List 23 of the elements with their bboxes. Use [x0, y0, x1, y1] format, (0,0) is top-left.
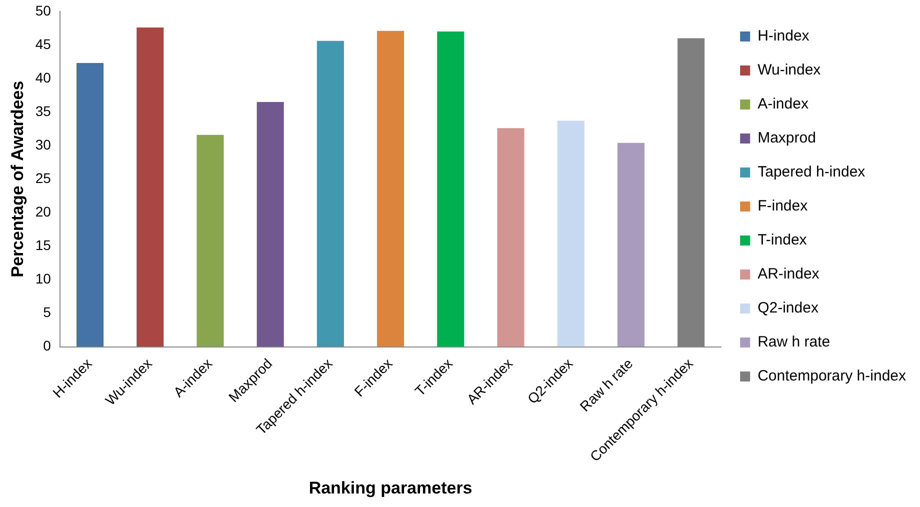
- y-tick-label: 50: [35, 2, 52, 18]
- y-tick-label: 45: [35, 36, 52, 52]
- legend-label: T-index: [758, 232, 808, 249]
- y-tick-label: 25: [35, 170, 52, 186]
- y-tick-label: 5: [43, 304, 52, 320]
- legend-label: A-index: [758, 96, 809, 113]
- y-tick-label: 20: [35, 203, 52, 220]
- legend-label: Q2-index: [758, 300, 819, 317]
- y-axis-title: Percentage of Awardees: [8, 80, 27, 278]
- x-axis-title: Ranking parameters: [308, 478, 472, 498]
- legend-label: AR-index: [758, 266, 820, 283]
- y-tick-label: 0: [43, 338, 52, 354]
- legend-label: H-index: [758, 28, 810, 45]
- y-tick-label: 15: [35, 237, 52, 254]
- legend-label: Maxprod: [758, 130, 816, 147]
- y-tick-label: 10: [35, 270, 52, 287]
- legend-label: Raw h rate: [758, 334, 830, 351]
- y-tick-label: 35: [35, 102, 52, 119]
- y-tick-label: 40: [35, 69, 52, 86]
- y-tick-label: 30: [35, 136, 52, 152]
- legend-label: Wu-index: [758, 62, 822, 79]
- legend-label: Tapered h-index: [758, 164, 866, 181]
- legend-label: F-index: [758, 198, 808, 215]
